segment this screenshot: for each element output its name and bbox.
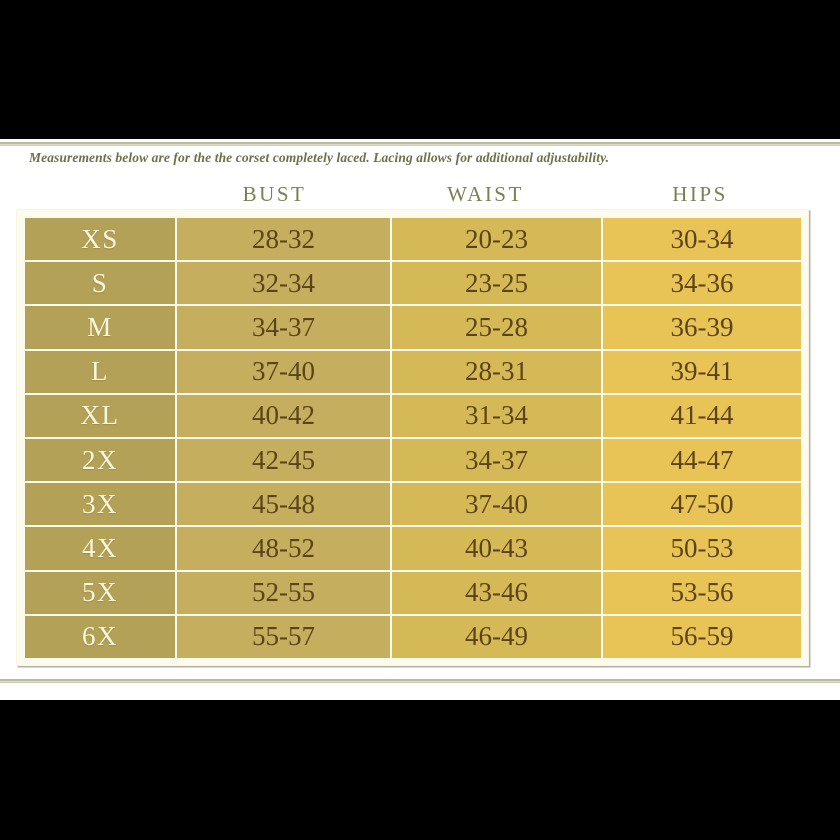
cell-hips: 34-36	[603, 262, 801, 305]
table-row: 5X 52-55 43-46 53-56	[25, 571, 801, 614]
cell-bust: 32-34	[177, 262, 390, 305]
cell-waist: 25-28	[392, 306, 601, 349]
column-header-waist: WAIST	[447, 182, 524, 206]
table-row: S 32-34 23-25 34-36	[25, 262, 801, 305]
cell-hips: 47-50	[603, 483, 801, 526]
cell-waist: 37-40	[392, 483, 601, 526]
cell-waist: 28-31	[392, 350, 601, 393]
cell-bust: 48-52	[177, 527, 390, 570]
cell-bust: 45-48	[177, 483, 390, 526]
table-row: M 34-37 25-28 36-39	[25, 306, 801, 349]
table-row: XL 40-42 31-34 41-44	[25, 394, 801, 437]
cell-waist: 23-25	[392, 262, 601, 305]
size-chart-panel: Measurements below are for the the corse…	[0, 139, 840, 700]
cell-size: M	[25, 306, 175, 349]
cell-hips: 36-39	[603, 306, 801, 349]
cell-size: 6X	[25, 615, 175, 658]
table-row: 2X 42-45 34-37 44-47	[25, 438, 801, 482]
cell-hips: 39-41	[603, 350, 801, 393]
size-table: XS 28-32 20-23 30-34 S 32-34 23-25 34-36 M 34-37 2…	[23, 216, 803, 660]
table-row: 3X 45-48 37-40 47-50	[25, 483, 801, 526]
cell-size: XL	[25, 394, 175, 437]
cell-size: XS	[25, 218, 175, 261]
table-row: XS 28-32 20-23 30-34	[25, 218, 801, 261]
column-header-bust: BUST	[242, 182, 307, 206]
column-header-row: BUST WAIST HIPS	[18, 179, 810, 209]
cell-waist: 31-34	[392, 394, 601, 437]
cell-hips: 41-44	[603, 394, 801, 437]
size-table-body: XS 28-32 20-23 30-34 S 32-34 23-25 34-36 M 34-37 2…	[25, 218, 801, 658]
cell-size: 5X	[25, 571, 175, 614]
cell-bust: 52-55	[177, 571, 390, 614]
cell-waist: 43-46	[392, 571, 601, 614]
cell-bust: 37-40	[177, 350, 390, 393]
size-table-frame: XS 28-32 20-23 30-34 S 32-34 23-25 34-36 M 34-37 2…	[16, 209, 809, 666]
cell-waist: 20-23	[392, 218, 601, 261]
table-row: 6X 55-57 46-49 56-59	[25, 615, 801, 658]
column-header-size	[18, 179, 168, 209]
cell-bust: 42-45	[177, 438, 390, 482]
cell-hips: 44-47	[603, 438, 801, 482]
decorative-rule-top	[0, 142, 840, 146]
cell-hips: 53-56	[603, 571, 801, 614]
column-header-hips: HIPS	[672, 182, 728, 206]
cell-size: 4X	[25, 527, 175, 570]
decorative-rule-bottom	[0, 679, 840, 683]
cell-bust: 55-57	[177, 615, 390, 658]
cell-waist: 34-37	[392, 438, 601, 482]
table-row: L 37-40 28-31 39-41	[25, 350, 801, 393]
cell-size: 2X	[25, 438, 175, 482]
cell-waist: 40-43	[392, 527, 601, 570]
cell-size: L	[25, 350, 175, 393]
cell-waist: 46-49	[392, 615, 601, 658]
cell-hips: 56-59	[603, 615, 801, 658]
cell-size: S	[25, 262, 175, 305]
cell-bust: 28-32	[177, 218, 390, 261]
cell-size: 3X	[25, 483, 175, 526]
cell-bust: 40-42	[177, 394, 390, 437]
cell-bust: 34-37	[177, 306, 390, 349]
cell-hips: 30-34	[603, 218, 801, 261]
table-row: 4X 48-52 40-43 50-53	[25, 527, 801, 570]
cell-hips: 50-53	[603, 527, 801, 570]
chart-caption: Measurements below are for the the corse…	[29, 150, 610, 165]
